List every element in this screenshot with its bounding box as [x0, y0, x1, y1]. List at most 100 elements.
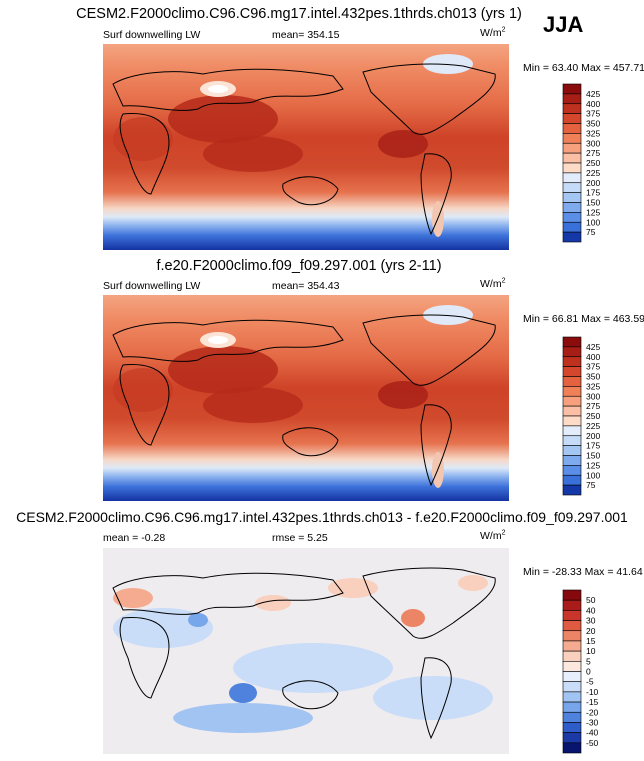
- panel-1-colorbar-tick-label: 325: [586, 128, 600, 138]
- panel-3-colorbar-swatch: [562, 599, 582, 611]
- panel-3-colorbar-tick-label: -20: [586, 707, 599, 717]
- panel-2-mean-label: mean= 354.43: [272, 280, 340, 292]
- panel-1-colorbar-tick-label: 225: [586, 168, 600, 178]
- panel-2-colorbar-swatch: [562, 376, 582, 387]
- panel-2-colorbar-swatch: [562, 455, 582, 466]
- panel-1-colorbar-swatch: [562, 192, 582, 203]
- panel-3-colorbar-swatch: [562, 722, 582, 733]
- panel-1-colorbar-tick-label: 300: [586, 138, 600, 148]
- panel-2-colorbar-tick-label: 200: [586, 431, 600, 441]
- panel-2-colorbar-swatch: [562, 465, 582, 476]
- panel-1-colorbar-swatch: [562, 113, 582, 124]
- panel-3-colorbar-tick-label: -40: [586, 728, 599, 738]
- panel-2-colorbar-tick-label: 375: [586, 362, 600, 372]
- panel-2-colorbar-swatch: [562, 366, 582, 377]
- panel-2-colorbar-tick-label: 250: [586, 411, 600, 421]
- panel-2-colorbar-swatch: [562, 445, 582, 456]
- panel-2-colorbar-tick-label: 225: [586, 421, 600, 431]
- panel-1-minmax: Min = 63.40 Max = 457.71: [523, 62, 644, 74]
- panel-1-colorbar-tick-label: 200: [586, 178, 600, 188]
- panel-2-minmax: Min = 66.81 Max = 463.59: [523, 313, 644, 325]
- panel-1-colorbar-tick-label: 250: [586, 158, 600, 168]
- panel-2-colorbar-swatch: [562, 336, 582, 348]
- panel-3-colorbar-tick-label: 30: [586, 616, 596, 626]
- panel-3-colorbar-tick-label: 5: [586, 656, 591, 666]
- panel-2-map: [103, 295, 509, 501]
- panel-1-units: W/m2: [480, 26, 506, 40]
- panel-3-map: [103, 548, 509, 754]
- panel-1-colorbar-swatch: [562, 212, 582, 223]
- panel-3-colorbar-tick-label: -10: [586, 687, 599, 697]
- panel-2-colorbar-tick-label: 75: [586, 480, 596, 490]
- panel-2-colorbar-swatch: [562, 435, 582, 446]
- panel-2-colorbar-tick-label: 100: [586, 470, 600, 480]
- panel-1-colorbar-tick-label: 100: [586, 217, 600, 227]
- panel-2-colorbar-swatch: [562, 415, 582, 427]
- panel-3-colorbar-tick-label: 50: [586, 595, 596, 605]
- panel-1-mean-label: mean= 354.15: [272, 29, 340, 41]
- panel-3-colorbar-tick-label: 10: [586, 646, 596, 656]
- panel-1-colorbar: 4254003753503253002752502252001751501251…: [562, 83, 600, 243]
- panel-1-colorbar-swatch: [562, 152, 582, 164]
- panel-1-colorbar-swatch: [562, 231, 582, 243]
- panel-2-colorbar-tick-label: 175: [586, 441, 600, 451]
- panel-1-colorbar-swatch: [562, 83, 582, 95]
- panel-2-colorbar-tick-label: 350: [586, 372, 600, 382]
- panel-2-variable-label: Surf downwelling LW: [103, 280, 201, 292]
- panel-2-colorbar: 4254003753503253002752502252001751501251…: [562, 336, 600, 496]
- panel-1-colorbar-swatch: [562, 221, 582, 233]
- panel-1-colorbar-tick-label: 150: [586, 198, 600, 208]
- panel-2-colorbar-swatch: [562, 425, 582, 437]
- panel-3-colorbar-swatch: [562, 620, 582, 632]
- panel-1-colorbar-swatch: [562, 162, 582, 174]
- panel-1-variable-label: Surf downwelling LW: [103, 29, 201, 41]
- panel-2-colorbar-swatch: [562, 395, 582, 407]
- panel-3-colorbar-swatch: [562, 650, 582, 662]
- panel-3-colorbar-tick-label: -15: [586, 697, 599, 707]
- panel-2-colorbar-tick-label: 425: [586, 342, 600, 352]
- panel-3-colorbar-swatch: [562, 742, 582, 754]
- panel-3-colorbar-swatch: [562, 630, 582, 642]
- panel-1-map: [103, 44, 509, 250]
- panel-3-colorbar-tick-label: 20: [586, 626, 596, 636]
- season-label: JJA: [543, 12, 584, 37]
- panel-1-colorbar-tick-label: 125: [586, 207, 600, 217]
- panel-1-colorbar-tick-label: 75: [586, 227, 596, 237]
- panel-3-rmse-label: rmse = 5.25: [272, 532, 328, 544]
- panel-1-title: CESM2.F2000climo.C96.C96.mg17.intel.432p…: [76, 6, 522, 22]
- panel-1-colorbar-swatch: [562, 182, 582, 193]
- panel-1-colorbar-swatch: [562, 123, 582, 134]
- panel-2-colorbar-swatch: [562, 346, 582, 358]
- panel-3-colorbar-swatch: [562, 681, 582, 693]
- panel-3-colorbar-swatch: [562, 671, 582, 682]
- panel-3-colorbar-tick-label: 15: [586, 636, 596, 646]
- panel-3-colorbar-tick-label: 40: [586, 605, 596, 615]
- panel-3-colorbar-swatch: [562, 732, 582, 744]
- panel-1-colorbar-tick-label: 275: [586, 148, 600, 158]
- panel-3-minmax: Min = -28.33 Max = 41.64: [523, 566, 643, 578]
- panel-3-colorbar-swatch: [562, 640, 582, 652]
- panel-3-colorbar-tick-label: -5: [586, 677, 594, 687]
- panel-2-colorbar-tick-label: 400: [586, 352, 600, 362]
- panel-1-colorbar-swatch: [562, 133, 582, 144]
- panel-3-colorbar-swatch: [562, 661, 582, 672]
- panel-1-colorbar-tick-label: 175: [586, 188, 600, 198]
- panel-1-colorbar-tick-label: 400: [586, 99, 600, 109]
- panel-2-units: W/m2: [480, 277, 506, 291]
- panel-3-colorbar-tick-label: 0: [586, 667, 591, 677]
- panel-3-title: CESM2.F2000climo.C96.C96.mg17.intel.432p…: [16, 509, 628, 525]
- panel-1-colorbar-swatch: [562, 103, 582, 114]
- panel-3-mean-label: mean = -0.28: [103, 532, 166, 544]
- panel-2-colorbar-tick-label: 150: [586, 451, 600, 461]
- panel-3-colorbar-tick-label: -30: [586, 717, 599, 727]
- panel-2-colorbar-swatch: [562, 405, 582, 417]
- panel-3-colorbar-swatch: [562, 711, 582, 723]
- panel-2-colorbar-tick-label: 275: [586, 401, 600, 411]
- panel-1-colorbar-swatch: [562, 142, 582, 154]
- panel-2-colorbar-swatch: [562, 356, 582, 367]
- panel-3-colorbar-swatch: [562, 610, 582, 621]
- panel-2-colorbar-swatch: [562, 386, 582, 397]
- panel-1-colorbar-tick-label: 375: [586, 109, 600, 119]
- panel-1-colorbar-swatch: [562, 202, 582, 213]
